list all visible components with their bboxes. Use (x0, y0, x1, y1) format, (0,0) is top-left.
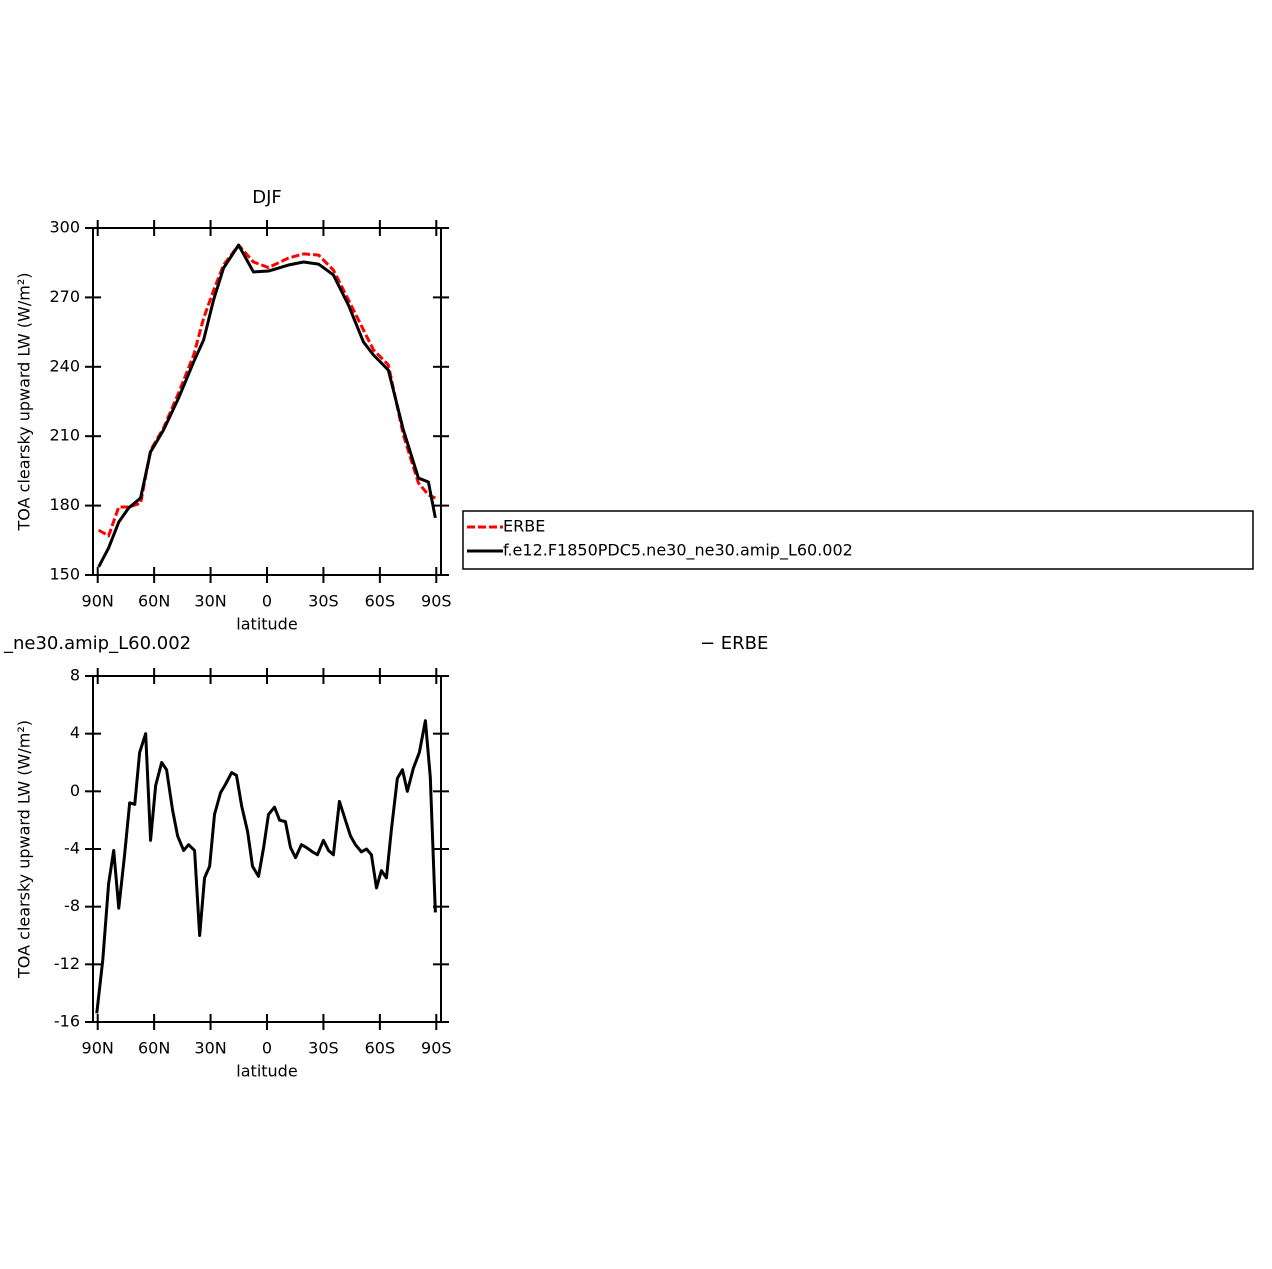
y-axis-label: TOA clearsky upward LW (W/m²) (15, 720, 34, 979)
x-axis-label: latitude (236, 615, 297, 634)
y-tick-label: 0 (70, 781, 80, 800)
x-tick-label: 60N (138, 1039, 170, 1058)
x-tick-label: 60S (365, 1039, 396, 1058)
legend-label: f.e12.F1850PDC5.ne30_ne30.amip_L60.002 (503, 541, 853, 561)
series-line (95, 719, 437, 1014)
x-tick-label: 0 (262, 1039, 272, 1058)
series-line (97, 243, 436, 538)
left-title: _ne30.amip_L60.002 (3, 633, 191, 654)
x-tick-label: 90S (421, 592, 452, 611)
series-line (97, 243, 437, 568)
y-axis-label: TOA clearsky upward LW (W/m²) (15, 273, 34, 532)
y-tick-label: 180 (49, 495, 80, 514)
x-tick-label: 60N (138, 592, 170, 611)
y-tick-label: 8 (70, 666, 80, 685)
y-tick-label: 300 (49, 218, 80, 237)
x-tick-label: 90N (82, 1039, 114, 1058)
y-tick-label: -12 (54, 954, 80, 973)
y-tick-label: 4 (70, 723, 80, 742)
right-title: − ERBE (700, 633, 768, 654)
legend-label: ERBE (503, 517, 545, 536)
y-tick-label: -16 (54, 1012, 80, 1031)
y-tick-label: -4 (64, 839, 80, 858)
chart-title: DJF (252, 187, 282, 208)
x-tick-label: 30N (194, 1039, 226, 1058)
x-tick-label: 90N (82, 592, 114, 611)
y-tick-label: 240 (49, 356, 80, 375)
y-tick-label: 210 (49, 426, 80, 445)
x-tick-label: 30S (308, 1039, 339, 1058)
legend-box (462, 510, 1254, 570)
y-tick-label: 150 (49, 565, 80, 584)
x-axis-label: latitude (236, 1062, 297, 1081)
x-tick-label: 60S (365, 592, 396, 611)
x-tick-label: 0 (262, 592, 272, 611)
plot-frame (92, 227, 442, 576)
y-tick-label: 270 (49, 287, 80, 306)
x-tick-label: 30N (194, 592, 226, 611)
y-tick-label: -8 (64, 896, 80, 915)
x-tick-label: 30S (308, 592, 339, 611)
x-tick-label: 90S (421, 1039, 452, 1058)
